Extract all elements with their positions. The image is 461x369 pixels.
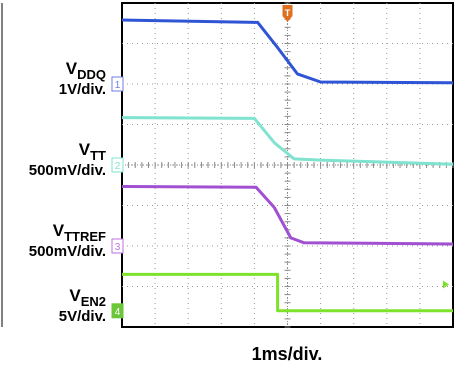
channel-markers: 1 2 3 4 xyxy=(111,76,124,319)
channel-labels: VDDQ1V/div.VTT500mV/div.VTTREF500mV/div.… xyxy=(29,59,106,325)
channel-3-marker-label: 3 xyxy=(115,242,121,253)
channel-1-marker xyxy=(111,76,124,92)
channel-4-marker xyxy=(111,303,124,319)
channel-2-marker-label: 2 xyxy=(115,161,121,172)
channel-4-marker-label: 4 xyxy=(115,307,121,318)
traces xyxy=(121,18,454,313)
trigger-level-arrow xyxy=(443,280,449,289)
trigger-arrow xyxy=(282,5,293,22)
series-label-ttref: VTTREF xyxy=(53,221,106,244)
channel-3-marker xyxy=(111,238,124,254)
series-label-en2: VEN2 xyxy=(69,286,106,309)
series-label-main: V xyxy=(69,286,81,305)
trigger-marker: T xyxy=(282,5,449,289)
series-label-subscript: DDQ xyxy=(77,67,106,82)
series-scale-en2: 5V/div. xyxy=(59,308,106,325)
trace-ttref xyxy=(121,185,454,246)
series-label-main: V xyxy=(53,221,65,240)
channel-1-marker-label: 1 xyxy=(115,80,121,91)
series-scale-tt: 500mV/div. xyxy=(29,162,106,179)
series-label-main: V xyxy=(66,59,78,78)
series-scale-ddq: 1V/div. xyxy=(59,81,106,98)
series-label-subscript: TTREF xyxy=(64,229,106,244)
channel-2-marker xyxy=(111,157,124,173)
series-label-tt: VTT xyxy=(79,140,106,163)
trace-en2 xyxy=(122,272,453,313)
series-label-subscript: TT xyxy=(90,148,106,163)
series-label-ddq: VDDQ xyxy=(66,59,106,82)
trace-ddq xyxy=(121,18,454,85)
trigger-label: T xyxy=(285,8,291,18)
trace-tt xyxy=(121,116,454,166)
x-axis-label: 1ms/div. xyxy=(252,344,323,364)
series-label-main: V xyxy=(79,140,91,159)
series-scale-ttref: 500mV/div. xyxy=(29,243,106,260)
series-label-subscript: EN2 xyxy=(81,294,106,309)
